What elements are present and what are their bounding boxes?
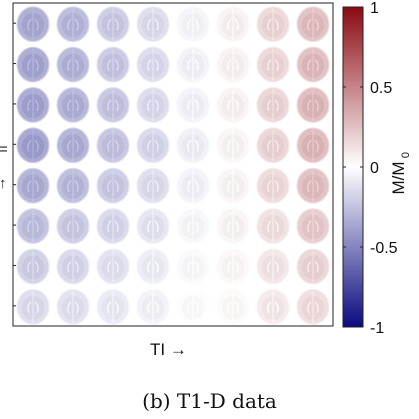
figure-caption: (b) T1-D data	[142, 389, 277, 413]
brain-slice-tile	[96, 46, 130, 83]
brain-slice-tile	[56, 6, 90, 43]
brain-slice-tile	[296, 167, 330, 204]
brain-slice-tile	[136, 127, 170, 164]
brain-slice-tile	[136, 86, 170, 123]
brain-slice-tile	[16, 127, 50, 164]
colorbar-label-subscript: 0	[400, 152, 412, 158]
colorbar-tick-label: -0.5	[370, 240, 398, 257]
brain-slice-tile	[56, 167, 90, 204]
brain-slice-tile	[216, 86, 250, 123]
brain-slice-tile	[56, 86, 90, 123]
brain-slice-tile	[216, 248, 250, 285]
image-grid-panel	[12, 2, 334, 327]
brain-slice-tile	[136, 288, 170, 325]
brain-slice-tile	[296, 86, 330, 123]
brain-slice-tile	[176, 167, 210, 204]
brain-slice-tile	[296, 288, 330, 325]
brain-slice-tile	[216, 6, 250, 43]
brain-slice-tile	[96, 208, 130, 245]
brain-slice-tile	[256, 86, 290, 123]
brain-slice-tile	[256, 6, 290, 43]
brain-slice-tile	[96, 248, 130, 285]
colorbar-ticks: 1 0.5 0 -0.5 -1	[343, 0, 398, 337]
brain-slice-tile	[256, 208, 290, 245]
brain-slice-tile	[16, 288, 50, 325]
brain-slice-tile	[256, 46, 290, 83]
brain-slice-tile	[16, 46, 50, 83]
brain-slice-tiles	[16, 6, 330, 325]
brain-slice-tile	[176, 86, 210, 123]
left-axis-ticks	[13, 22, 16, 307]
brain-slice-tile	[56, 46, 90, 83]
brain-slice-tile	[296, 6, 330, 43]
brain-slice-tile	[216, 208, 250, 245]
brain-slice-tile	[176, 46, 210, 83]
brain-slice-tile	[296, 46, 330, 83]
brain-slice-tile	[96, 6, 130, 43]
brain-slice-tile	[256, 288, 290, 325]
brain-slice-tile	[176, 208, 210, 245]
brain-slice-tile	[256, 248, 290, 285]
brain-slice-tile	[216, 127, 250, 164]
x-axis-label: TI →	[150, 340, 187, 359]
brain-slice-tile	[256, 167, 290, 204]
brain-slice-tile	[296, 127, 330, 164]
brain-slice-tile	[96, 288, 130, 325]
brain-slice-tile	[16, 167, 50, 204]
cropped-ylabel-fragment: ↑	[0, 175, 7, 192]
colorbar-tick-label: 1	[370, 0, 379, 17]
brain-slice-tile	[16, 86, 50, 123]
brain-slice-tile	[56, 248, 90, 285]
brain-slice-tile	[56, 208, 90, 245]
colorbar: 1 0.5 0 -0.5 -1 M/M 0	[342, 0, 412, 337]
brain-slice-tile	[176, 248, 210, 285]
brain-slice-tile	[216, 46, 250, 83]
brain-slice-tile	[216, 167, 250, 204]
colorbar-label: M/M 0	[389, 152, 412, 195]
brain-slice-tile	[16, 208, 50, 245]
brain-slice-tile	[136, 46, 170, 83]
brain-slice-tile	[136, 167, 170, 204]
brain-slice-tile	[56, 127, 90, 164]
brain-slice-tile	[96, 86, 130, 123]
cropped-ylabel-fragment: =	[0, 141, 8, 158]
colorbar-tick-label: -1	[370, 320, 384, 337]
colorbar-label-main: M/M	[389, 161, 408, 194]
brain-slice-tile	[176, 288, 210, 325]
brain-slice-tile	[176, 127, 210, 164]
brain-slice-tile	[296, 208, 330, 245]
brain-slice-tile	[96, 167, 130, 204]
brain-slice-tile	[16, 6, 50, 43]
brain-slice-tile	[96, 127, 130, 164]
brain-slice-tile	[176, 6, 210, 43]
brain-slice-tile	[16, 248, 50, 285]
brain-slice-tile	[296, 248, 330, 285]
colorbar-tick-label: 0.5	[370, 80, 392, 97]
brain-slice-tile	[136, 248, 170, 285]
brain-slice-tile	[136, 6, 170, 43]
brain-slice-tile	[216, 288, 250, 325]
brain-slice-tile	[136, 208, 170, 245]
brain-slice-tile	[56, 288, 90, 325]
colorbar-tick-label: 0	[370, 160, 379, 177]
brain-slice-tile	[256, 127, 290, 164]
